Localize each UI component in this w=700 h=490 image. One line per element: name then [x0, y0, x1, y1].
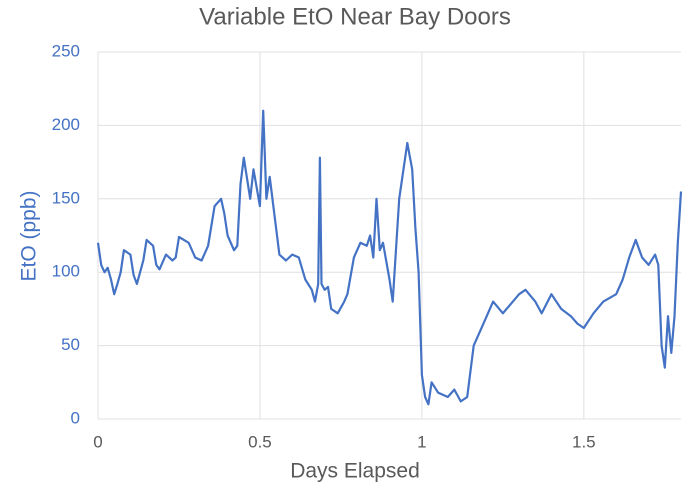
x-tick-label: 1 — [417, 432, 426, 451]
chart-title: Variable EtO Near Bay Doors — [199, 3, 511, 30]
y-tick-label: 50 — [61, 335, 80, 354]
y-tick-label: 200 — [52, 115, 80, 134]
x-tick-label: 0.5 — [248, 432, 272, 451]
data-line — [96, 109, 683, 406]
y-axis-label: EtO (ppb) — [18, 190, 41, 281]
y-tick-label: 150 — [52, 188, 80, 207]
x-tick-label: 1.5 — [572, 432, 596, 451]
y-tick-label: 100 — [52, 262, 80, 281]
x-axis-label: Days Elapsed — [290, 460, 420, 483]
y-tick-label: 250 — [52, 41, 80, 60]
x-tick-label: 0 — [93, 432, 102, 451]
y-tick-label: 0 — [71, 408, 80, 427]
